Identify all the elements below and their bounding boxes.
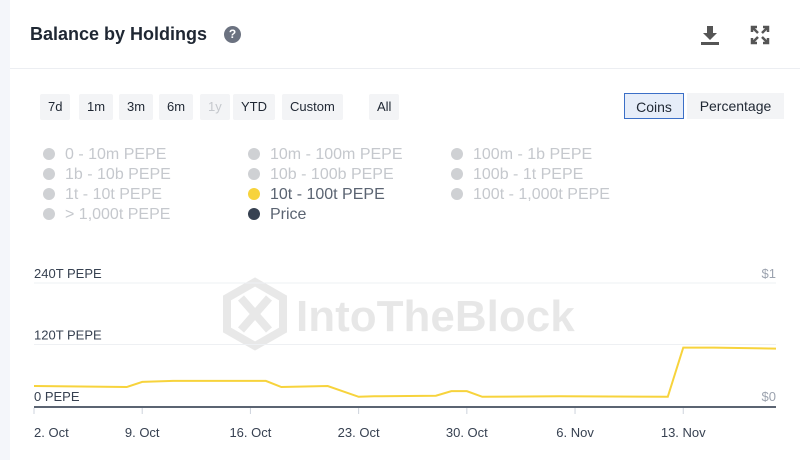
download-icon[interactable] xyxy=(699,24,721,46)
legend-label: 100b - 1t PEPE xyxy=(473,166,584,183)
legend-label: 1b - 10b PEPE xyxy=(65,166,171,183)
y2-tick-label: $1 xyxy=(762,266,776,281)
legend-label: > 1,000t PEPE xyxy=(65,206,171,223)
x-tick-label: 9. Oct xyxy=(125,425,160,440)
legend-item[interactable]: 1t - 10t PEPE xyxy=(43,186,162,204)
watermark-icon xyxy=(223,277,287,351)
x-tick-label: 16. Oct xyxy=(229,425,271,440)
legend-label: 10m - 100m PEPE xyxy=(270,146,403,163)
range-button-all[interactable]: All xyxy=(369,94,400,120)
x-tick-label: 6. Nov xyxy=(556,425,594,440)
range-button-1y: 1y xyxy=(200,94,230,120)
legend-label: 10b - 100b PEPE xyxy=(270,166,394,183)
x-tick-label: 13. Nov xyxy=(661,425,706,440)
legend-label: 100t - 1,000t PEPE xyxy=(473,186,610,203)
legend-label: 1t - 10t PEPE xyxy=(65,186,162,203)
legend-dot-icon xyxy=(43,168,55,180)
range-button-custom[interactable]: Custom xyxy=(282,94,343,120)
y-tick-label: 0 PEPE xyxy=(34,389,80,404)
question-circle-icon[interactable]: ? xyxy=(224,26,241,43)
range-button-ytd[interactable]: YTD xyxy=(233,94,275,120)
balance-by-holdings-card: Balance by Holdings ? 7d 1m 3m 6m 1y YTD Custo… xyxy=(10,0,800,460)
legend-dot-icon xyxy=(43,148,55,160)
watermark-text: IntoTheBlock xyxy=(296,292,575,341)
y-tick-label: 120T PEPE xyxy=(34,328,102,343)
x-tick-label: 23. Oct xyxy=(338,425,380,440)
range-button-1m[interactable]: 1m xyxy=(79,94,114,120)
legend-item[interactable]: 100m - 1b PEPE xyxy=(451,146,592,164)
watermark-logo xyxy=(223,277,287,351)
card-title: Balance by Holdings xyxy=(30,24,208,44)
legend-item[interactable]: 10t - 100t PEPE xyxy=(248,186,385,204)
legend-label: 100m - 1b PEPE xyxy=(473,146,593,163)
legend-dot-icon xyxy=(451,188,463,200)
range-button-3m[interactable]: 3m xyxy=(119,94,154,120)
legend-item[interactable]: > 1,000t PEPE xyxy=(43,206,170,224)
y-tick-label: 240T PEPE xyxy=(34,266,102,281)
range-button-6m[interactable]: 6m xyxy=(159,94,194,120)
legend-item[interactable]: 0 - 10m PEPE xyxy=(43,146,166,164)
expand-icon[interactable] xyxy=(749,24,771,46)
range-button-7d[interactable]: 7d xyxy=(40,94,71,120)
legend-label: Price xyxy=(270,206,307,223)
legend-item[interactable]: 1b - 10b PEPE xyxy=(43,166,171,184)
legend-dot-icon xyxy=(451,168,463,180)
legend-dot-icon xyxy=(43,188,55,200)
legend-label: 10t - 100t PEPE xyxy=(270,186,385,203)
card-header: Balance by Holdings ? xyxy=(10,0,800,69)
x-tick-label: 2. Oct xyxy=(34,425,69,440)
x-tick-label: 30. Oct xyxy=(446,425,488,440)
legend-dot-icon xyxy=(248,148,260,160)
legend-item[interactable]: 10m - 100m PEPE xyxy=(248,146,403,164)
legend-item[interactable]: Price xyxy=(248,206,306,224)
legend-item[interactable]: 100t - 1,000t PEPE xyxy=(451,186,610,204)
legend-dot-icon xyxy=(43,208,55,220)
series-line xyxy=(33,346,777,398)
percentage-button[interactable]: Percentage xyxy=(687,93,784,119)
y2-tick-label: $0 xyxy=(762,389,776,404)
coins-button[interactable]: Coins xyxy=(624,93,684,119)
chart: IntoTheBlock 0 PEPE 120T PEPE 240T PEPE $1 $0… xyxy=(33,266,777,440)
legend-dot-icon xyxy=(248,208,260,220)
legend-item[interactable]: 100b - 1t PEPE xyxy=(451,166,583,184)
legend-label: 0 - 10m PEPE xyxy=(65,146,167,163)
legend-dot-icon xyxy=(451,148,463,160)
legend-dot-icon xyxy=(248,188,260,200)
legend-dot-icon xyxy=(248,168,260,180)
legend-item[interactable]: 10b - 100b PEPE xyxy=(248,166,394,184)
